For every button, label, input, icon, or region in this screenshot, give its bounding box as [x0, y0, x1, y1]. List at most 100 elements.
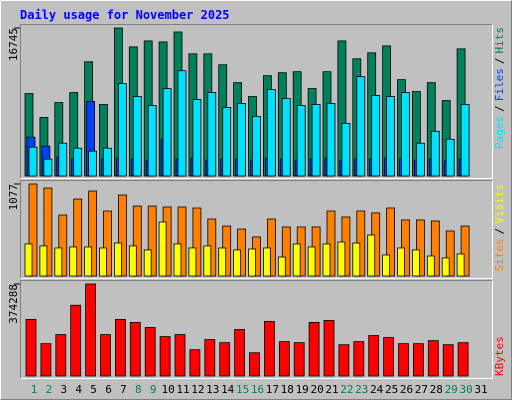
bar [144, 327, 156, 377]
bar [39, 245, 48, 277]
bar [115, 318, 126, 377]
bar [293, 342, 305, 377]
bar [118, 83, 127, 177]
chart-title: Daily usage for November 2025 [20, 8, 230, 22]
bar [441, 257, 450, 277]
bar [353, 341, 365, 377]
bar [118, 194, 127, 277]
legend-separator: / [493, 58, 506, 65]
bar [278, 341, 290, 377]
bar [73, 147, 83, 177]
panel-frame-light [20, 24, 493, 179]
x-tick-label: 18 [281, 383, 294, 396]
bar [188, 247, 197, 277]
bar [189, 349, 201, 377]
bar [337, 241, 346, 277]
bar [292, 243, 301, 277]
bar [159, 336, 171, 377]
bar [341, 122, 351, 177]
bar [28, 146, 38, 177]
bar [192, 207, 202, 277]
bar [100, 334, 111, 377]
bar [367, 234, 376, 277]
y-tick-label: 16745 [7, 28, 20, 61]
bar [43, 187, 53, 277]
bar [58, 142, 68, 177]
x-tick-label: 2 [46, 383, 53, 396]
y-tick-label: 374288 [7, 284, 20, 324]
bar [218, 247, 227, 277]
x-tick-label: 28 [430, 383, 443, 396]
bar [85, 283, 96, 377]
bar [143, 249, 152, 277]
bar [383, 337, 395, 377]
bar [371, 95, 381, 177]
panel-frame-dark [20, 280, 493, 379]
panel-frame-dark [20, 24, 493, 179]
panel-frame-light [20, 280, 493, 379]
legend-entry: Visits [493, 184, 506, 224]
bar [70, 304, 82, 377]
bar [311, 104, 321, 177]
bar [266, 218, 276, 277]
bar [147, 105, 157, 177]
bar [40, 343, 52, 377]
bar [386, 207, 396, 277]
x-tick-label: 9 [150, 383, 157, 396]
bar [411, 249, 420, 277]
x-tick-label: 30 [459, 383, 472, 396]
bar [162, 88, 172, 177]
bar [308, 322, 320, 377]
x-tick-label: 22 [340, 383, 353, 396]
x-tick-label: 3 [60, 383, 67, 396]
bar [158, 221, 167, 277]
bar [132, 96, 142, 177]
bar [430, 130, 440, 177]
x-tick-label: 23 [355, 383, 368, 396]
bar [352, 242, 361, 277]
y-tick-label: 1077 [7, 184, 20, 211]
bar [252, 116, 261, 177]
bar [207, 92, 217, 177]
x-tick-label: 25 [385, 383, 398, 396]
x-tick-label: 13 [206, 383, 219, 396]
bar [386, 96, 396, 177]
x-tick-label: 4 [75, 383, 82, 396]
bar [307, 246, 316, 277]
panel-frame-light [20, 180, 493, 279]
x-tick-label: 6 [105, 383, 112, 396]
bar [338, 344, 350, 377]
legend: KBytes [493, 336, 506, 376]
x-tick-label: 17 [266, 383, 279, 396]
x-tick-label: 15 [236, 383, 249, 396]
legend-entry: Files [493, 68, 506, 101]
bar [54, 247, 63, 277]
bar [132, 205, 142, 277]
legend-separator: / [493, 228, 506, 235]
x-tick-label: 21 [325, 383, 338, 396]
bar [442, 344, 454, 377]
bar [323, 319, 335, 377]
bar [263, 321, 275, 377]
bar [427, 340, 439, 377]
bar [397, 247, 405, 277]
legend-entry: KBytes [493, 336, 506, 376]
x-tick-label: 11 [176, 383, 189, 396]
bar [192, 99, 202, 177]
bar [445, 138, 455, 177]
panel-frame-dark [20, 180, 493, 279]
legend: Pages / Files / Hits [493, 27, 506, 149]
bar [177, 206, 187, 277]
x-tick-label: 1 [31, 383, 38, 396]
bar [281, 98, 291, 177]
bar [203, 245, 212, 277]
bar [84, 246, 92, 277]
bar [326, 210, 336, 277]
bar [401, 92, 410, 177]
bar [173, 243, 182, 277]
x-tick-label: 19 [296, 383, 309, 396]
x-tick-label: 14 [221, 383, 235, 396]
bar [114, 242, 122, 277]
legend: Sites / Visits [493, 184, 506, 272]
